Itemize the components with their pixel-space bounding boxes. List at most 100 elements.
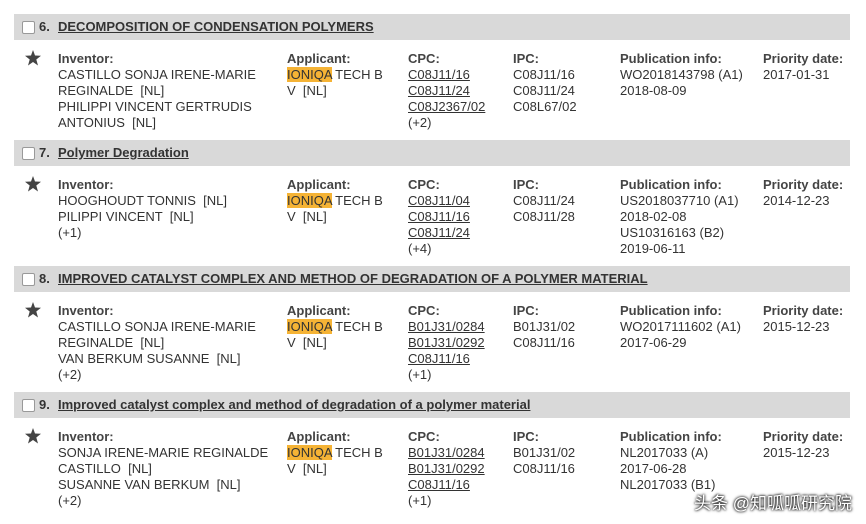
priority-label: Priority date: xyxy=(763,177,844,192)
inventor: HOOGHOUDT TONNIS [NL] xyxy=(58,193,228,208)
inventor-label: Inventor: xyxy=(58,303,114,318)
applicant: V [NL] xyxy=(287,335,327,350)
result-header xyxy=(14,140,850,166)
ipc-code: C08J11/24 xyxy=(513,83,575,98)
cpc-code[interactable]: C08J11/04 xyxy=(408,193,470,208)
ipc-label: IPC: xyxy=(513,303,539,318)
priority-date: 2015-12-23 xyxy=(763,319,830,334)
applicant: V [NL] xyxy=(287,83,327,98)
applicant-label: Applicant: xyxy=(287,51,351,66)
result-title[interactable]: Improved catalyst complex and method of … xyxy=(58,397,531,412)
publication: 2019-06-11 xyxy=(620,241,686,256)
cpc-label: CPC: xyxy=(408,177,440,192)
publication: 2018-08-09 xyxy=(620,83,687,98)
result-header xyxy=(14,266,850,292)
result-title[interactable]: DECOMPOSITION OF CONDENSATION POLYMERS xyxy=(58,19,374,34)
ipc-code: C08J11/16 xyxy=(513,335,575,350)
cpc-more[interactable]: (+1) xyxy=(408,367,432,382)
publication: US10316163 (B2) xyxy=(620,225,725,240)
applicant: V [NL] xyxy=(287,209,327,224)
applicant-name: TECH B xyxy=(331,445,383,460)
priority-date: 2014-12-23 xyxy=(763,193,830,208)
ipc-label: IPC: xyxy=(513,429,539,444)
favorite-star[interactable] xyxy=(25,50,41,66)
cpc-code[interactable]: C08J11/16 xyxy=(408,351,470,366)
result-title[interactable]: Polymer Degradation xyxy=(58,145,189,160)
applicant-label: Applicant: xyxy=(287,429,351,444)
cpc-code[interactable]: C08J11/24 xyxy=(408,83,470,98)
cpc-code[interactable]: C08J11/16 xyxy=(408,209,470,224)
ipc-code: C08J11/28 xyxy=(513,209,575,224)
publication: NL2017033 (B1) xyxy=(620,477,716,492)
highlight: IONIQA xyxy=(287,445,332,460)
inventor-label: Inventor: xyxy=(58,51,114,66)
applicant-name: TECH B xyxy=(331,319,383,334)
publication-label: Publication info: xyxy=(620,51,722,66)
publication: 2018-02-08 xyxy=(620,209,687,224)
favorite-star[interactable] xyxy=(25,176,41,192)
inventor: SONJA IRENE-MARIE REGINALDE xyxy=(58,445,269,460)
result-number: 6. xyxy=(39,19,50,34)
priority-date: 2015-12-23 xyxy=(763,445,830,460)
publication: WO2018143798 (A1) xyxy=(620,67,743,82)
cpc-label: CPC: xyxy=(408,51,440,66)
publication: NL2017033 (A) xyxy=(620,445,709,460)
inventor-label: Inventor: xyxy=(58,177,114,192)
result-title[interactable]: IMPROVED CATALYST COMPLEX AND METHOD OF … xyxy=(58,271,648,286)
applicant: V [NL] xyxy=(287,461,327,476)
inventor: REGINALDE [NL] xyxy=(58,83,165,98)
applicant: IONIQA TECH B xyxy=(287,193,383,209)
priority-label: Priority date: xyxy=(763,303,844,318)
inventor: (+2) xyxy=(58,493,82,508)
ipc-code: B01J31/02 xyxy=(513,319,576,334)
applicant-label: Applicant: xyxy=(287,303,351,318)
ipc-code: B01J31/02 xyxy=(513,445,576,460)
inventor: VAN BERKUM SUSANNE [NL] xyxy=(58,351,241,366)
cpc-more[interactable]: (+4) xyxy=(408,241,432,256)
inventor: (+1) xyxy=(58,225,82,240)
cpc-code[interactable]: C08J11/24 xyxy=(408,225,470,240)
publication-label: Publication info: xyxy=(620,429,722,444)
inventor: REGINALDE [NL] xyxy=(58,335,165,350)
cpc-code[interactable]: C08J2367/02 xyxy=(408,99,486,114)
applicant-name: TECH B xyxy=(331,67,383,82)
applicant: IONIQA TECH B xyxy=(287,445,383,461)
inventor-label: Inventor: xyxy=(58,429,114,444)
ipc-label: IPC: xyxy=(513,51,539,66)
cpc-more[interactable]: (+1) xyxy=(408,493,432,508)
cpc-label: CPC: xyxy=(408,429,440,444)
checkbox[interactable] xyxy=(22,21,35,34)
highlight: IONIQA xyxy=(287,319,332,334)
watermark: 头条 @知呱呱研究院 xyxy=(694,494,852,513)
checkbox[interactable] xyxy=(22,273,35,286)
highlight: IONIQA xyxy=(287,193,332,208)
inventor: SUSANNE VAN BERKUM [NL] xyxy=(58,477,241,492)
cpc-code[interactable]: B01J31/0284 xyxy=(408,319,485,334)
cpc-code[interactable]: C08J11/16 xyxy=(408,67,470,82)
publication: 2017-06-28 xyxy=(620,461,687,476)
result-number: 9. xyxy=(39,397,50,412)
cpc-code[interactable]: B01J31/0284 xyxy=(408,445,485,460)
checkbox[interactable] xyxy=(22,399,35,412)
result-number: 7. xyxy=(39,145,50,160)
checkbox[interactable] xyxy=(22,147,35,160)
cpc-more[interactable]: (+2) xyxy=(408,115,432,130)
cpc-code[interactable]: B01J31/0292 xyxy=(408,461,485,476)
favorite-star[interactable] xyxy=(25,302,41,318)
result-number: 8. xyxy=(39,271,50,286)
inventor: PILIPPI VINCENT [NL] xyxy=(58,209,194,224)
cpc-code[interactable]: B01J31/0292 xyxy=(408,335,485,350)
cpc-code[interactable]: C08J11/16 xyxy=(408,477,470,492)
applicant-name: TECH B xyxy=(331,193,383,208)
inventor: CASTILLO SONJA IRENE-MARIE xyxy=(58,67,256,82)
inventor: CASTILLO SONJA IRENE-MARIE xyxy=(58,319,256,334)
ipc-code: C08J11/16 xyxy=(513,461,575,476)
publication-label: Publication info: xyxy=(620,177,722,192)
publication-label: Publication info: xyxy=(620,303,722,318)
inventor: PHILIPPI VINCENT GERTRUDIS xyxy=(58,99,252,114)
publication: WO2017111602 (A1) xyxy=(620,319,741,334)
result-header xyxy=(14,14,850,40)
priority-label: Priority date: xyxy=(763,429,844,444)
favorite-star[interactable] xyxy=(25,428,41,444)
